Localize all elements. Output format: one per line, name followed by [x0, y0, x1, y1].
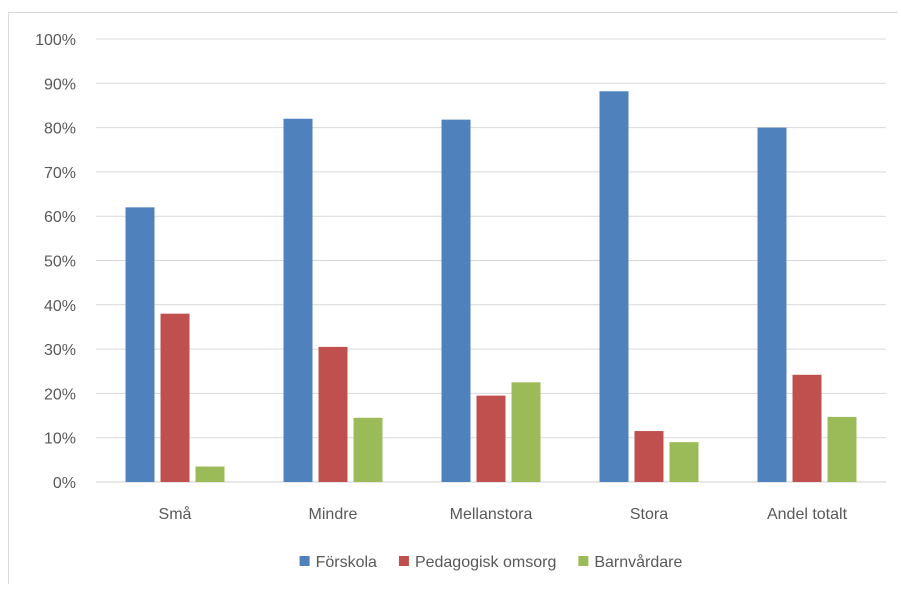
- x-category-label: Andel totalt: [767, 506, 848, 523]
- legend-swatch: [578, 556, 589, 566]
- legend: Förskola Pedagogisk omsorg Barnvårdare: [299, 553, 683, 571]
- bar-0-0: [125, 207, 155, 482]
- bars: [125, 91, 857, 483]
- legend-label: Barnvårdare: [594, 553, 682, 571]
- y-tick-label: 80%: [44, 121, 76, 138]
- y-tick-label: 40%: [44, 298, 76, 315]
- y-axis-tick-labels: 0% 10% 20% 30% 40% 50% 60% 70% 80% 90% 100%: [35, 32, 76, 492]
- y-tick-label: 30%: [44, 342, 76, 359]
- bar-4-0: [757, 127, 787, 482]
- bar-3-0: [599, 91, 629, 483]
- bar-0-2: [195, 466, 225, 482]
- x-category-label: Stora: [630, 506, 668, 523]
- legend-label: Pedagogisk omsorg: [415, 554, 556, 571]
- y-tick-label: 20%: [44, 386, 76, 403]
- legend-swatch: [299, 556, 310, 566]
- x-axis-category-labels: Små Mindre Mellanstora Stora Andel totalt: [159, 505, 848, 523]
- x-category-label: Mellanstora: [450, 506, 533, 523]
- bar-4-1: [792, 374, 822, 482]
- legend-item: Pedagogisk omsorg: [398, 554, 556, 571]
- y-tick-label: 60%: [44, 209, 76, 226]
- y-tick-label: 50%: [44, 254, 76, 271]
- x-category-label: Mindre: [309, 506, 358, 523]
- bar-2-1: [476, 395, 506, 482]
- y-tick-label: 10%: [44, 431, 76, 448]
- y-tick-label: 0%: [53, 475, 76, 492]
- legend-item: Förskola: [299, 554, 377, 571]
- chart-frame: [8, 12, 898, 584]
- y-tick-label: 90%: [44, 76, 76, 93]
- legend-item: Barnvårdare: [578, 553, 683, 571]
- bar-2-2: [511, 382, 541, 482]
- bar-3-2: [669, 442, 699, 482]
- y-tick-label: 70%: [44, 165, 76, 182]
- bar-2-0: [441, 119, 471, 482]
- bar-1-1: [318, 346, 348, 482]
- bar-1-2: [353, 417, 383, 482]
- x-category-label: Små: [159, 505, 192, 523]
- y-tick-label: 100%: [35, 32, 76, 49]
- bar-1-0: [283, 118, 313, 483]
- legend-label: Förskola: [316, 554, 377, 571]
- bar-4-2: [827, 416, 857, 482]
- bar-3-1: [634, 431, 664, 482]
- legend-swatch: [398, 556, 409, 566]
- bar-0-1: [160, 313, 190, 482]
